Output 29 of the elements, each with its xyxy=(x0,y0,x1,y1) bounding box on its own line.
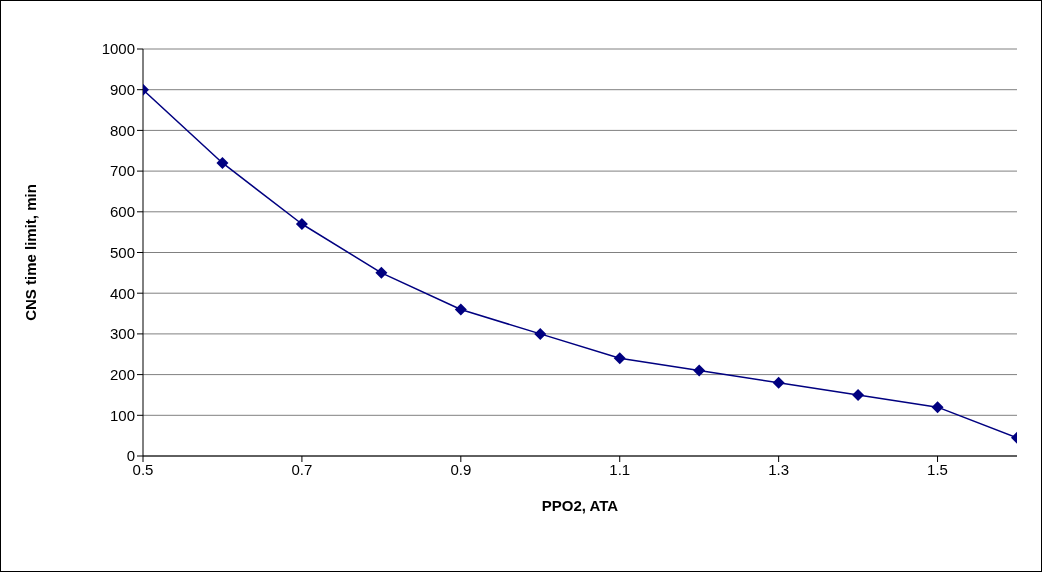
point xyxy=(613,352,626,365)
point xyxy=(295,218,308,231)
y-axis-title: CNS time limit, min xyxy=(22,184,40,321)
x-tick-label: 0.5 xyxy=(132,460,154,478)
y-tick-label: 600 xyxy=(109,203,135,221)
y-tick-label: 800 xyxy=(109,121,135,139)
y-tick-label: 700 xyxy=(109,162,135,180)
y-tick-label: 200 xyxy=(109,365,135,383)
point xyxy=(931,401,944,414)
point xyxy=(216,156,229,169)
x-tick-label: 1.1 xyxy=(609,460,631,478)
x-tick-label: 0.9 xyxy=(450,460,472,478)
point xyxy=(772,376,785,389)
y-tick-label: 1000 xyxy=(101,40,135,58)
y-tick-label: 0 xyxy=(126,447,135,465)
x-tick-label: 1.3 xyxy=(768,460,790,478)
point xyxy=(852,388,865,401)
point xyxy=(454,303,467,316)
x-tick-label: 1.5 xyxy=(927,460,948,478)
point xyxy=(693,364,706,377)
y-tick-label: 100 xyxy=(109,406,135,424)
x-axis-title: PPO2, ATA xyxy=(541,497,619,514)
y-tick-label: 400 xyxy=(109,284,135,302)
y-tick-label: 300 xyxy=(109,325,135,343)
y-tick-label: 900 xyxy=(109,81,135,99)
point xyxy=(534,327,547,340)
y-tick-label: 500 xyxy=(109,243,135,261)
point xyxy=(375,266,388,279)
x-tick-label: 0.7 xyxy=(291,460,313,478)
